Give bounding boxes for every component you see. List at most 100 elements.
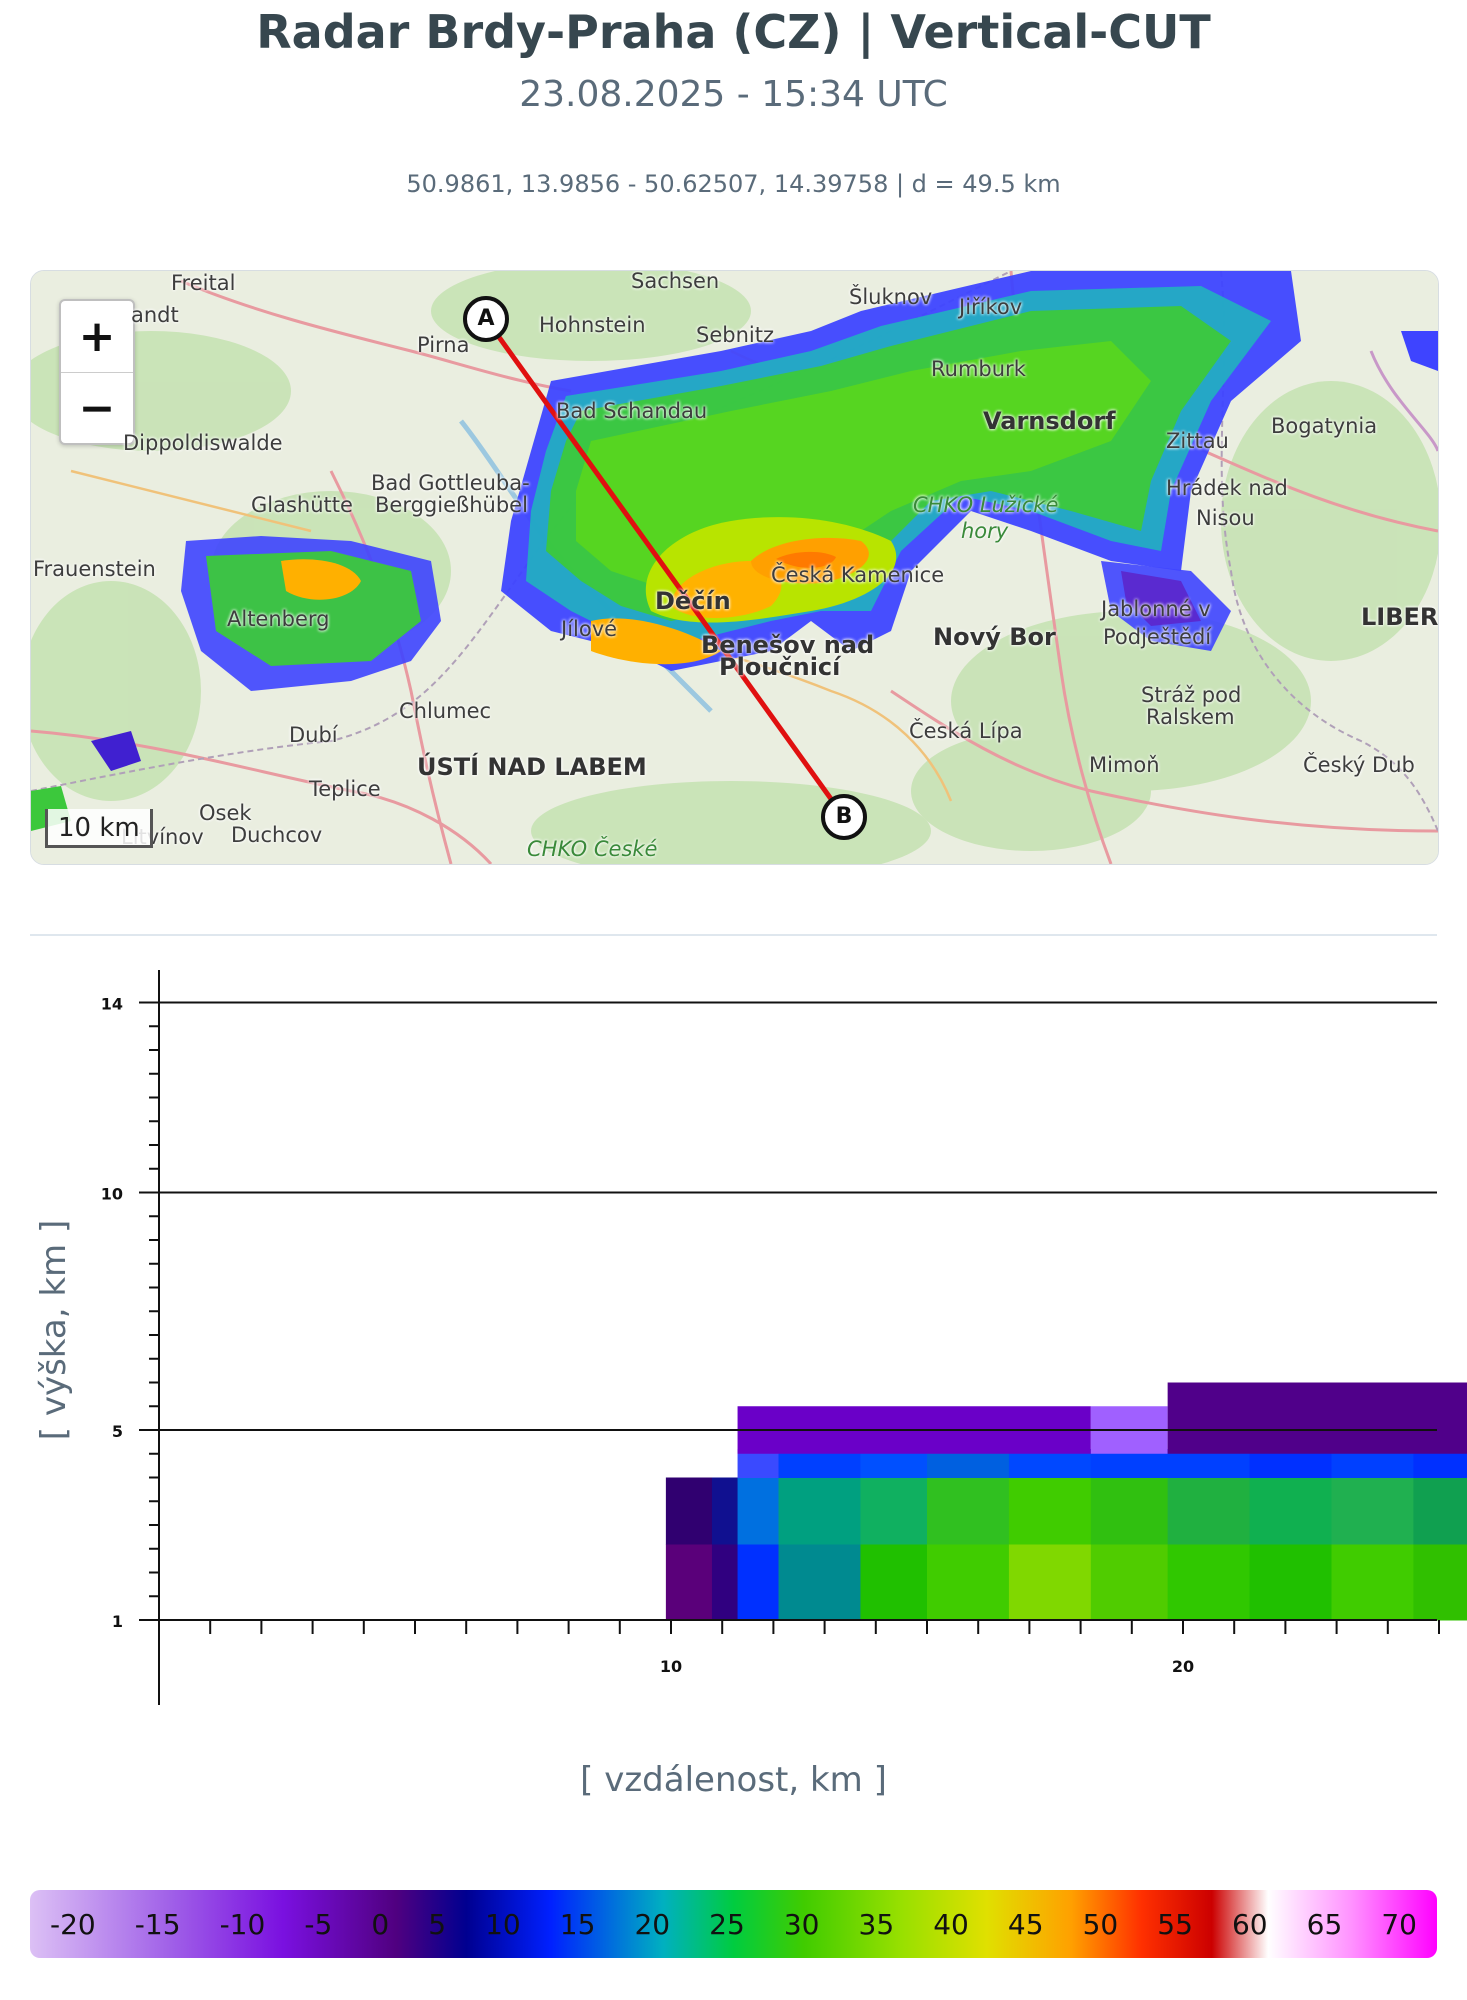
legend-tick-label: 50 — [1082, 1907, 1119, 1941]
map-place-label: Benešov nad — [701, 631, 875, 659]
legend-tick-label: -20 — [50, 1907, 96, 1941]
y-axis-label-text: [ výška, km ] — [34, 1219, 74, 1441]
reflectivity-cell — [1331, 1544, 1414, 1621]
legend-tick-label: 5 — [428, 1907, 447, 1941]
map-place-label: Česká Lípa — [909, 719, 1023, 743]
map-place-label: Dubí — [289, 723, 338, 747]
map-place-label: Zittau — [1166, 429, 1229, 453]
reflectivity-cell — [860, 1544, 928, 1621]
map-place-label: Jablonné v — [1101, 597, 1211, 621]
reflectivity-cell — [1167, 1449, 1251, 1478]
reflectivity-cell — [778, 1477, 861, 1545]
vertical-cut-chart: 15101410203040 — [101, 970, 1467, 1705]
reflectivity-cell — [927, 1544, 1010, 1621]
reflectivity-cell — [1249, 1477, 1332, 1545]
map-place-label: Mimoň — [1089, 753, 1160, 777]
reflectivity-cell — [860, 1477, 928, 1545]
map-place-label: ÚSTÍ NAD LABEM — [417, 753, 647, 781]
legend-tick-label: 30 — [783, 1907, 820, 1941]
map-place-label: Podještědí — [1103, 625, 1212, 649]
map-place-label: Hrádek nad — [1166, 476, 1288, 500]
reflectivity-cell — [665, 1477, 713, 1545]
map-place-label: Teplice — [309, 777, 381, 801]
map-place-label: Sebnitz — [696, 323, 774, 347]
legend-tick-label: 35 — [858, 1907, 895, 1941]
map-place-label: hory — [961, 519, 1009, 543]
map-place-label: Bad Gottleuba- — [371, 471, 530, 495]
legend-tick-label: 0 — [371, 1907, 390, 1941]
reflectivity-cell — [711, 1544, 739, 1621]
map-place-label: Osek — [199, 801, 252, 825]
map-place-label: Děčín — [655, 587, 731, 615]
reflectivity-cell — [737, 1477, 780, 1545]
map-place-label: Chlumec — [399, 699, 492, 723]
scale-bar: 10 km — [45, 809, 153, 848]
legend-tick-label: 70 — [1381, 1907, 1417, 1941]
map-place-label: Nový Bor — [933, 623, 1056, 651]
map-place-label: Šluknov — [849, 285, 933, 309]
color-legend: -20 -15 -10 -5 0 5 10 15 20 25 30 35 40 45 50 55 60 65 70 — [30, 1890, 1437, 1958]
map-place-label: andt — [131, 303, 179, 327]
y-tick-label: 10 — [101, 1185, 123, 1204]
section-divider — [30, 934, 1437, 936]
zoom-control: + − — [59, 299, 135, 445]
legend-tick-label: -15 — [134, 1907, 181, 1941]
reflectivity-cell — [1249, 1544, 1332, 1621]
map-place-label: Jiříkov — [959, 295, 1023, 319]
legend-tick-label: 10 — [485, 1907, 521, 1941]
reflectivity-cell — [1008, 1449, 1092, 1478]
legend-tick-label: 55 — [1157, 1907, 1193, 1941]
map-place-label: Stráž pod — [1141, 683, 1242, 707]
map-place-label: Freital — [171, 271, 236, 295]
marker-a[interactable]: A — [463, 296, 509, 342]
map-place-label: CHKO České — [527, 837, 658, 861]
page-title: Radar Brdy-Praha (CZ) | Vertical-CUT — [256, 5, 1211, 59]
reflectivity-cell — [927, 1477, 1010, 1545]
reflectivity-cell — [737, 1544, 780, 1621]
y-axis-label: [ výška, km ] — [24, 1220, 84, 1440]
map-place-label: Česká Kamenice — [771, 563, 945, 587]
reflectivity-cell — [778, 1449, 861, 1478]
map-place-label: Jílové — [561, 617, 618, 641]
reflectivity-cell — [1090, 1544, 1169, 1621]
map-place-label: CHKO Lužické — [913, 493, 1059, 517]
map-place-label: Český Dub — [1303, 753, 1415, 777]
reflectivity-cell — [1167, 1477, 1251, 1545]
map-place-label: Bogatynia — [1271, 414, 1378, 438]
map-place-label: Nisou — [1196, 506, 1255, 530]
x-tick-label: 20 — [1172, 1657, 1194, 1676]
x-tick-label: 10 — [660, 1657, 682, 1676]
map-place-label: Ralskem — [1146, 705, 1235, 729]
reflectivity-cell — [778, 1544, 861, 1621]
reflectivity-cell — [1090, 1449, 1169, 1478]
legend-tick-label: -10 — [219, 1907, 266, 1941]
marker-b[interactable]: B — [821, 794, 867, 840]
zoom-in-button[interactable]: + — [78, 311, 116, 362]
legend-tick-label: 60 — [1231, 1907, 1268, 1941]
legend-tick-label: 25 — [709, 1907, 745, 1941]
reflectivity-cell — [1249, 1449, 1332, 1478]
reflectivity-cell — [1413, 1544, 1467, 1621]
map-place-label: Duchcov — [231, 823, 323, 847]
reflectivity-cells — [665, 1382, 1467, 1621]
map-place-label: Bad Schandau — [556, 399, 708, 423]
map-place-label: Altenberg — [227, 607, 330, 631]
map-place-label: Sachsen — [631, 270, 720, 293]
y-tick-label: 5 — [112, 1422, 123, 1441]
map-place-label: Rumburk — [931, 357, 1026, 381]
map-place-label: Varnsdorf — [983, 407, 1116, 435]
map-place-label: LIBER — [1361, 603, 1439, 631]
reflectivity-cell — [737, 1449, 780, 1478]
reflectivity-cell — [1008, 1477, 1092, 1545]
reflectivity-cell — [1413, 1449, 1467, 1478]
map-place-label: Hohnstein — [539, 313, 646, 337]
map-place-label: Dippoldiswalde — [123, 431, 283, 455]
radar-map[interactable]: + − Freital andt Sachsen Šluknov Jiříkov Hohn… — [30, 270, 1439, 865]
map-place-label: Pirna — [417, 333, 470, 357]
reflectivity-cell — [1331, 1477, 1414, 1545]
reflectivity-cell — [711, 1477, 739, 1545]
reflectivity-cell — [927, 1449, 1010, 1478]
zoom-out-button[interactable]: − — [61, 372, 133, 444]
legend-tick-label: 15 — [559, 1907, 596, 1941]
map-place-label: Frauenstein — [33, 557, 156, 581]
